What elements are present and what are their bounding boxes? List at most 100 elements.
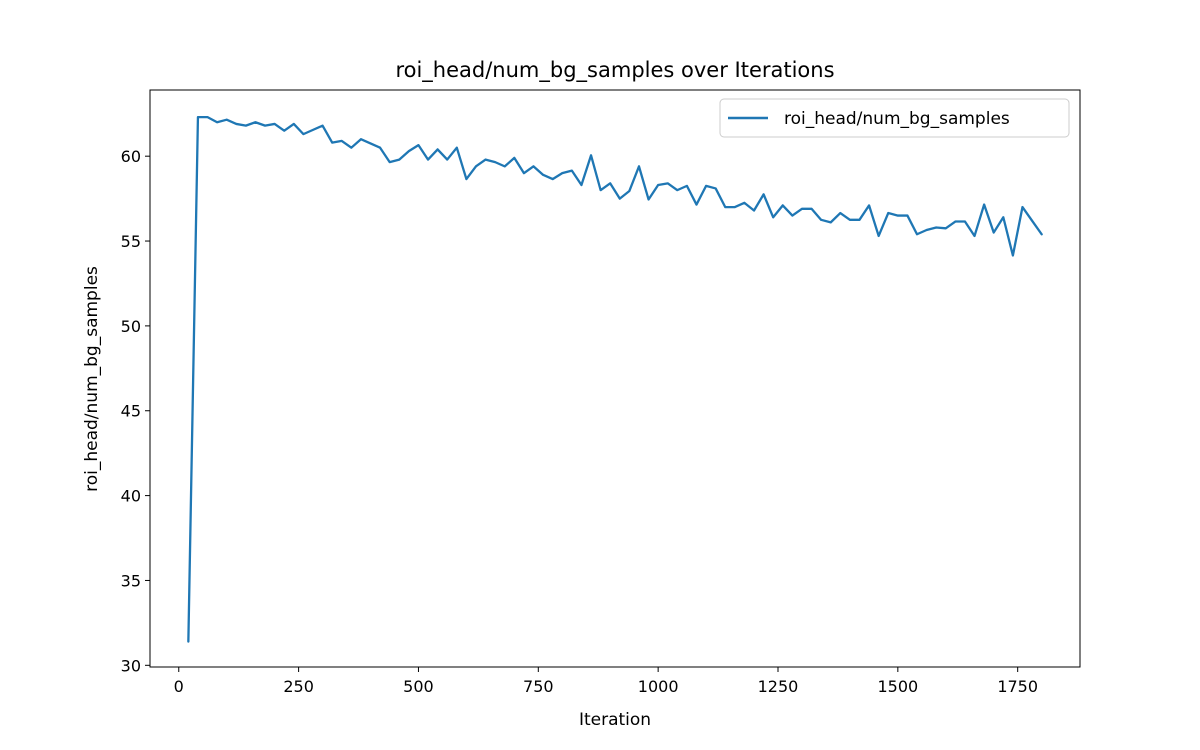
data-point xyxy=(791,214,794,217)
data-point xyxy=(379,146,382,149)
data-point xyxy=(542,173,544,176)
data-point xyxy=(887,212,890,214)
data-point xyxy=(676,189,679,192)
data-point xyxy=(829,221,832,224)
data-point xyxy=(273,123,276,125)
data-point xyxy=(1021,206,1024,208)
y-tick-label: 35 xyxy=(121,571,141,590)
data-point xyxy=(954,220,957,223)
data-point xyxy=(753,209,755,212)
data-point xyxy=(283,129,286,132)
data-point xyxy=(206,116,209,119)
data-point xyxy=(551,178,554,180)
data-point xyxy=(964,220,966,223)
data-point xyxy=(686,184,688,187)
x-tick-label: 0 xyxy=(174,677,184,696)
data-point xyxy=(350,146,353,149)
x-tick-label: 750 xyxy=(523,677,554,696)
data-point xyxy=(561,172,564,175)
data-point xyxy=(436,148,439,151)
data-point xyxy=(321,124,324,127)
data-point xyxy=(618,197,621,200)
data-point xyxy=(705,184,707,187)
data-point xyxy=(475,165,477,168)
x-tick-label: 1000 xyxy=(638,677,679,696)
y-tick-label: 50 xyxy=(121,317,141,336)
data-point xyxy=(983,203,986,206)
data-point xyxy=(331,141,334,144)
data-point xyxy=(935,226,938,229)
x-tick-label: 1250 xyxy=(758,677,799,696)
data-point xyxy=(532,165,535,168)
data-point xyxy=(714,187,717,190)
data-point xyxy=(417,144,420,147)
data-point xyxy=(1031,219,1033,222)
legend-box xyxy=(719,98,1070,138)
data-point xyxy=(264,124,266,127)
data-point xyxy=(896,214,899,217)
data-point xyxy=(944,227,947,230)
data-point xyxy=(503,165,506,168)
data-point xyxy=(513,156,516,159)
data-point xyxy=(1011,254,1014,257)
data-point xyxy=(455,146,458,149)
data-point xyxy=(781,204,784,207)
plot-frame xyxy=(149,89,1081,668)
data-point xyxy=(762,193,765,196)
data-point xyxy=(369,142,372,145)
data-point xyxy=(877,235,880,237)
data-point xyxy=(292,123,295,125)
data-point xyxy=(657,184,660,186)
x-tick-label: 500 xyxy=(403,677,434,696)
data-point xyxy=(695,203,698,206)
x-tick-label: 1500 xyxy=(877,677,918,696)
y-tick-label: 60 xyxy=(121,147,141,166)
data-point xyxy=(810,207,813,210)
data-point xyxy=(580,184,583,186)
y-tick-label: 40 xyxy=(121,487,141,506)
series-line xyxy=(187,116,1043,643)
data-point xyxy=(801,207,803,210)
data-point xyxy=(187,640,190,643)
y-tick-label: 55 xyxy=(121,232,141,251)
data-point xyxy=(388,161,391,164)
data-point xyxy=(772,216,775,219)
data-point xyxy=(225,118,228,121)
legend-label: roi_head/num_bg_samples xyxy=(784,109,1010,129)
data-point xyxy=(609,182,612,185)
data-point xyxy=(340,140,343,142)
data-point xyxy=(628,190,631,192)
y-axis-title: roi_head/num_bg_samples xyxy=(82,266,102,492)
legend: roi_head/num_bg_samples xyxy=(719,98,1070,138)
data-point xyxy=(312,128,314,131)
chart-title: roi_head/num_bg_samples over Iterations xyxy=(395,58,834,83)
data-point xyxy=(570,169,573,172)
data-point xyxy=(724,206,727,208)
data-point xyxy=(599,189,602,192)
data-point xyxy=(523,172,525,175)
data-point xyxy=(1002,216,1005,219)
series-layer xyxy=(187,116,1043,643)
axes: 0 250 500 750 1000 1250 1500 1750 30 35 40 45 50 55 60 xyxy=(121,89,1081,696)
data-point xyxy=(427,158,429,161)
data-point xyxy=(992,231,995,234)
data-point xyxy=(244,124,247,127)
data-point xyxy=(848,218,851,221)
data-point xyxy=(1040,233,1043,236)
data-point xyxy=(666,182,669,185)
data-point xyxy=(494,161,497,164)
data-point xyxy=(197,116,199,119)
data-point xyxy=(647,198,650,201)
data-point xyxy=(407,150,410,152)
data-point xyxy=(398,158,401,161)
data-point xyxy=(916,233,918,236)
y-tick-label: 45 xyxy=(121,402,141,421)
y-tick-label: 30 xyxy=(121,656,141,675)
data-point xyxy=(906,214,909,217)
data-point xyxy=(839,212,842,214)
data-point xyxy=(254,121,257,124)
x-axis-title: Iteration xyxy=(579,710,651,730)
data-point xyxy=(235,123,238,125)
data-point xyxy=(858,218,861,221)
